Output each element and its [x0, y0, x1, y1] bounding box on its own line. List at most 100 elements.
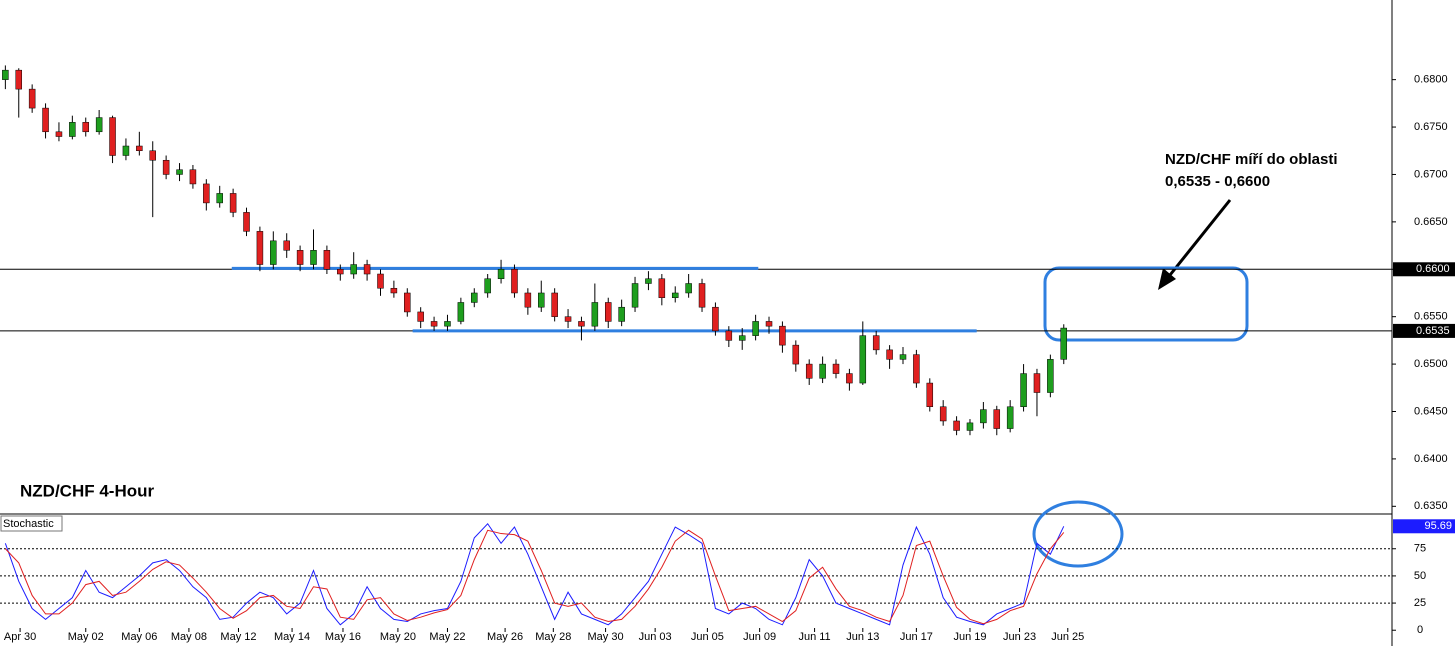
candle-body: [296, 250, 304, 265]
candle-body: [216, 193, 223, 204]
x-tick-label: Jun 17: [900, 631, 933, 643]
y-tick-label: 75: [1414, 543, 1426, 555]
candle-body: [28, 88, 36, 109]
candle-body: [685, 283, 692, 294]
x-tick-label: May 12: [220, 631, 256, 643]
x-tick-label: Jun 19: [953, 631, 986, 643]
candle-body: [189, 169, 197, 185]
value-label: 95.69: [1424, 520, 1452, 532]
candle-body: [859, 335, 867, 384]
candle-body: [471, 292, 478, 303]
candle-body: [618, 306, 625, 322]
stochastic-line: [4, 522, 1065, 626]
candle-body: [899, 354, 907, 360]
x-tick-label: Jun 23: [1003, 631, 1036, 643]
candle-body: [658, 278, 666, 298]
candle-body: [337, 269, 344, 275]
candle-body: [404, 292, 411, 313]
candle-body: [136, 145, 143, 152]
candle-body: [953, 420, 960, 431]
target-zone: [1043, 266, 1249, 342]
candle-body: [15, 69, 23, 90]
candle-body: [2, 69, 9, 80]
candle-body: [792, 344, 800, 365]
candle-body: [564, 316, 572, 322]
candle-body: [323, 250, 331, 270]
candle-body: [1033, 373, 1041, 393]
x-tick-label: Jun 05: [691, 631, 724, 643]
x-tick-label: Apr 30: [4, 631, 36, 643]
candle-body: [484, 278, 491, 294]
candle-body: [805, 363, 813, 379]
value-label-box: [1393, 519, 1455, 534]
candle-body: [926, 382, 934, 408]
candle-body: [725, 330, 733, 341]
candle-body: [752, 321, 759, 336]
candle-body: [698, 283, 706, 308]
candle-body: [712, 306, 719, 332]
candle-body: [363, 264, 371, 275]
candle-body: [631, 283, 639, 308]
x-tick-label: May 08: [171, 631, 207, 643]
x-tick-label: Jun 11: [798, 631, 830, 643]
candle-body: [256, 231, 264, 265]
candle-body: [551, 292, 558, 317]
chart-title: NZD/CHF 4-Hour: [20, 481, 154, 500]
y-tick-label: 0.6650: [1414, 216, 1448, 228]
x-tick-label: May 16: [325, 631, 361, 643]
candle-body: [270, 240, 277, 265]
y-tick-label: 0: [1417, 624, 1423, 636]
x-tick-label: Jun 09: [743, 631, 776, 643]
x-tick-label: Jun 25: [1051, 631, 1084, 643]
candle-body: [538, 292, 545, 308]
candle-body: [966, 422, 974, 431]
y-tick-label: 0.6350: [1414, 500, 1448, 512]
candle-body: [95, 117, 103, 133]
highlight-ellipse: [1032, 500, 1124, 568]
candle-body: [457, 302, 465, 322]
candle-body: [524, 292, 532, 308]
candle-body: [511, 269, 518, 294]
candle-body: [176, 169, 183, 175]
y-tick-label: 25: [1414, 597, 1426, 609]
candle-body: [1020, 373, 1027, 408]
x-tick-label: May 30: [588, 631, 624, 643]
price-label-box: [1393, 262, 1455, 277]
y-tick-label: 0.6550: [1414, 311, 1448, 323]
x-tick-label: May 22: [429, 631, 465, 643]
price-label: 0.6535: [1416, 325, 1450, 337]
y-tick-label: 0.6750: [1414, 121, 1448, 133]
candle-body: [243, 212, 250, 232]
candle-body: [69, 122, 76, 137]
y-tick-label: 0.6800: [1414, 74, 1448, 86]
candle-body: [1047, 359, 1054, 393]
candle-body: [430, 321, 438, 327]
candle-body: [417, 311, 424, 322]
x-tick-label: May 06: [121, 631, 157, 643]
candle-body: [390, 287, 398, 294]
y-tick-label: 0.6500: [1414, 358, 1448, 370]
candle-body: [377, 273, 384, 289]
candle-body: [765, 321, 773, 327]
candle-body: [444, 321, 451, 327]
candle-body: [886, 349, 893, 360]
candle-body: [203, 183, 210, 204]
candle-body: [122, 145, 130, 156]
candle-body: [497, 269, 505, 280]
x-tick-label: May 28: [535, 631, 571, 643]
candle-body: [872, 335, 880, 351]
x-tick-label: May 14: [274, 631, 310, 643]
stochastic-line: [4, 529, 1065, 625]
candle-body: [42, 107, 49, 133]
candle-body: [738, 335, 746, 341]
candle-body: [1060, 327, 1068, 360]
candle-body: [350, 264, 357, 275]
candle-body: [846, 373, 853, 384]
x-tick-label: May 02: [68, 631, 104, 643]
x-tick-label: May 26: [487, 631, 523, 643]
candle-body: [55, 131, 63, 137]
candle-body: [591, 302, 599, 327]
y-tick-label: 0.6400: [1414, 453, 1448, 465]
price-label: 0.6600: [1416, 263, 1450, 275]
